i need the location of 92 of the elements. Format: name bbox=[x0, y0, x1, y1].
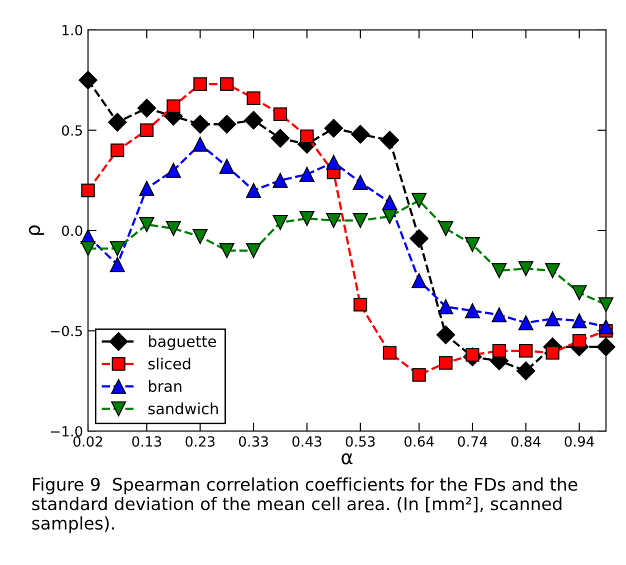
point bbox=[546, 346, 560, 360]
point bbox=[166, 221, 181, 236]
point bbox=[300, 129, 314, 144]
x-tick-label: 0.13 bbox=[132, 436, 162, 447]
point bbox=[326, 212, 342, 228]
point bbox=[192, 136, 208, 152]
point bbox=[166, 99, 180, 113]
point bbox=[545, 311, 560, 326]
x-tick-label: 0.33 bbox=[239, 436, 268, 447]
point bbox=[108, 112, 127, 132]
point bbox=[354, 298, 368, 312]
y-axis-title: ρ bbox=[28, 225, 44, 235]
point bbox=[220, 77, 234, 91]
point bbox=[492, 307, 507, 322]
point bbox=[139, 180, 154, 196]
point bbox=[412, 192, 427, 208]
x-tick-label: 0.74 bbox=[458, 436, 488, 447]
x-tick-label: 0.84 bbox=[511, 436, 541, 447]
point bbox=[299, 210, 314, 226]
point bbox=[572, 285, 587, 300]
y-tick-label: 0.0 bbox=[62, 225, 82, 236]
point bbox=[140, 123, 154, 138]
point bbox=[352, 212, 368, 228]
point bbox=[78, 70, 98, 90]
point bbox=[410, 229, 428, 248]
point bbox=[598, 319, 614, 334]
point bbox=[572, 334, 586, 348]
y-tick-label: −0.5 bbox=[50, 326, 82, 336]
point bbox=[110, 257, 125, 272]
point bbox=[166, 162, 181, 178]
x-axis-title: α bbox=[342, 453, 352, 464]
point bbox=[518, 261, 534, 276]
point bbox=[412, 368, 426, 382]
x-tick-label: 0.53 bbox=[346, 436, 375, 447]
point bbox=[272, 172, 288, 188]
legend-label: bran bbox=[148, 380, 182, 392]
point bbox=[596, 337, 616, 356]
point bbox=[192, 229, 208, 244]
point bbox=[137, 98, 156, 118]
point bbox=[110, 241, 125, 256]
x-tick-label: 0.43 bbox=[292, 436, 322, 447]
point bbox=[382, 346, 397, 360]
point bbox=[110, 143, 124, 158]
point bbox=[464, 303, 480, 318]
point bbox=[492, 263, 507, 278]
point bbox=[516, 362, 536, 380]
point bbox=[492, 344, 506, 358]
point bbox=[598, 297, 614, 312]
point bbox=[350, 124, 370, 144]
x-tick-label: 0.64 bbox=[404, 436, 434, 447]
point bbox=[80, 241, 96, 256]
legend-label: baguette bbox=[148, 335, 216, 350]
point bbox=[246, 91, 260, 105]
point bbox=[273, 107, 288, 121]
point bbox=[81, 184, 95, 198]
y-tick-label: 0.5 bbox=[62, 125, 82, 136]
legend-label: sandwich bbox=[148, 402, 218, 414]
point bbox=[436, 325, 456, 344]
point bbox=[246, 182, 262, 198]
point bbox=[190, 114, 210, 134]
point bbox=[352, 174, 368, 190]
point bbox=[326, 154, 342, 170]
x-tick-label: 0.02 bbox=[73, 436, 102, 447]
point bbox=[438, 356, 453, 370]
point bbox=[382, 208, 398, 224]
point bbox=[438, 221, 454, 236]
caption: Figure 9 Spearman correlation coefficients for the FDs and the standard deviation of the mean cell area. (In [mm²], scanned samples). bbox=[32, 477, 578, 534]
point bbox=[518, 315, 534, 330]
point bbox=[572, 313, 587, 328]
point bbox=[270, 128, 290, 148]
point bbox=[139, 217, 154, 232]
point bbox=[219, 243, 234, 258]
point bbox=[272, 215, 288, 230]
point bbox=[246, 243, 262, 258]
point bbox=[519, 344, 533, 358]
point bbox=[219, 158, 234, 174]
y-tick-label: 1.0 bbox=[62, 24, 82, 36]
point bbox=[382, 194, 398, 210]
x-tick-label: 0.94 bbox=[564, 436, 594, 447]
point bbox=[464, 237, 480, 252]
point bbox=[193, 77, 207, 91]
point bbox=[545, 263, 560, 278]
point bbox=[244, 110, 263, 130]
point bbox=[299, 166, 314, 182]
point bbox=[217, 114, 236, 134]
point bbox=[324, 118, 344, 138]
point bbox=[380, 130, 400, 150]
y-tick-label: −1.0 bbox=[50, 426, 82, 437]
point bbox=[438, 299, 454, 314]
legend-label: sliced bbox=[148, 358, 190, 370]
x-tick-label: 0.23 bbox=[186, 436, 214, 447]
point bbox=[412, 273, 427, 288]
